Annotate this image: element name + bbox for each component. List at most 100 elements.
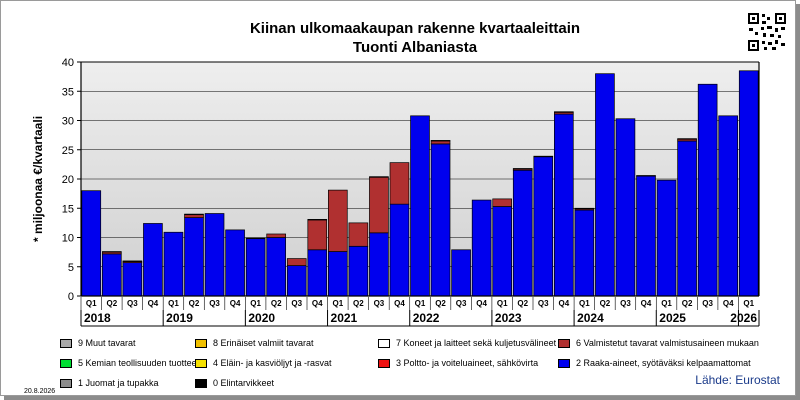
bar-segment (677, 138, 697, 140)
legend-label: 6 Valmistetut tavarat valmistusaineen mu… (576, 338, 759, 348)
legend-label: 4 Eläin- ja kasviöljyt ja -rasvat (213, 358, 332, 368)
source-label: Lähde: Eurostat (695, 373, 780, 387)
legend-swatch (60, 338, 72, 348)
bar-segment (204, 213, 225, 297)
bar-segment (266, 233, 286, 238)
legend-item: 5 Kemian teollisuuden tuotteet (60, 358, 199, 368)
legend-label: 1 Juomat ja tupakka (78, 378, 159, 388)
x-tick-label: Q3 (620, 299, 631, 308)
x-tick-label: Q3 (374, 299, 385, 308)
bar-segment (430, 143, 451, 297)
bar-segment (430, 140, 451, 145)
x-tick-label: Q1 (497, 299, 508, 308)
x-tick-label: Q1 (661, 299, 672, 308)
x-tick-label: Q4 (394, 299, 405, 308)
bar-segment (143, 223, 163, 297)
x-tick-label: Q3 (291, 299, 302, 308)
year-label: 2018 (84, 311, 111, 325)
legend-swatch (558, 338, 570, 348)
bar-segment (369, 232, 389, 297)
x-tick-label: Q1 (415, 299, 426, 308)
x-tick-label: Q2 (517, 299, 528, 308)
bar-segment (533, 155, 554, 158)
bar-segment (492, 198, 512, 207)
year-label: 2024 (577, 311, 604, 325)
bar-segment (245, 238, 266, 297)
legend-item: 8 Erinäiset valmiit tavarat (195, 338, 314, 348)
y-tick-label: 0 (68, 291, 74, 303)
bar-segment (636, 175, 656, 177)
x-tick-label: Q3 (702, 299, 713, 308)
bar-segment (512, 169, 533, 297)
x-tick-label: Q4 (723, 299, 734, 308)
bar-segment (636, 175, 656, 297)
legend-item: 1 Juomat ja tupakka (60, 378, 159, 388)
y-tick-label: 15 (62, 203, 74, 215)
bar-segment (328, 189, 348, 252)
qr-code-icon (747, 12, 787, 52)
legend-swatch (378, 358, 390, 368)
legend-swatch (60, 358, 72, 368)
bar-segment (574, 209, 595, 297)
year-label: 2021 (331, 311, 358, 325)
legend-swatch (378, 338, 390, 348)
legend-label: 5 Kemian teollisuuden tuotteet (78, 358, 200, 368)
bar-segment (738, 70, 759, 297)
bar-segment (225, 229, 245, 297)
bar-segment (348, 245, 369, 297)
chart-subtitle: Tuonti Albaniasta (352, 39, 478, 56)
legend-label: 7 Koneet ja laitteet sekä kuljetusväline… (396, 338, 557, 348)
bar-segment (102, 253, 122, 297)
y-tick-label: 10 (62, 233, 74, 245)
x-tick-label: Q4 (476, 299, 487, 308)
legend-item: 6 Valmistetut tavarat valmistusaineen mu… (558, 338, 759, 348)
bar-segment (697, 83, 718, 297)
legend-item: 0 Elintarvikkeet (195, 378, 274, 388)
legend-label: 8 Erinäiset valmiit tavarat (213, 338, 314, 348)
bar-segment (348, 222, 369, 247)
x-tick-label: Q2 (271, 299, 282, 308)
legend-item: 2 Raaka-aineet, syötäväksi kelpaamattoma… (558, 358, 751, 368)
legend-item: 7 Koneet ja laitteet sekä kuljetusväline… (378, 338, 556, 348)
bar-segment (677, 140, 697, 297)
x-tick-label: Q3 (456, 299, 467, 308)
bar-segment (451, 249, 471, 297)
bar-segment (163, 231, 184, 297)
bar-segment (307, 219, 328, 221)
x-tick-label: Q1 (250, 299, 261, 308)
bar-segment (328, 251, 348, 297)
bar-segment (307, 249, 328, 297)
bar-segment (533, 156, 554, 297)
x-tick-label: Q4 (558, 299, 569, 308)
x-tick-label: Q2 (682, 299, 693, 308)
legend-item: 3 Poltto- ja voiteluaineet, sähkövirta (378, 358, 538, 368)
x-tick-label: Q4 (312, 299, 323, 308)
bar-segment (122, 260, 143, 262)
y-tick-label: 30 (62, 116, 74, 128)
bar-segment (122, 262, 143, 297)
bar-segment (184, 214, 204, 218)
x-tick-label: Q1 (743, 299, 754, 308)
bar-segment (615, 118, 636, 297)
legend-label: 2 Raaka-aineet, syötäväksi kelpaamattoma… (576, 358, 751, 368)
year-label: 2022 (413, 311, 440, 325)
x-tick-label: Q2 (435, 299, 446, 308)
bar-segment (574, 207, 595, 210)
x-tick-label: Q1 (86, 299, 97, 308)
year-label: 2023 (495, 311, 522, 325)
legend-item: 4 Eläin- ja kasviöljyt ja -rasvat (195, 358, 332, 368)
year-label: 2026 (730, 311, 757, 325)
y-tick-label: 35 (62, 86, 74, 98)
y-tick-label: 40 (62, 57, 74, 69)
x-tick-label: Q3 (127, 299, 138, 308)
bar-segment (102, 251, 122, 253)
x-tick-label: Q3 (209, 299, 220, 308)
bar-segment (307, 219, 328, 251)
x-tick-label: Q4 (148, 299, 159, 308)
bar-segment (410, 115, 430, 297)
bar-segment (471, 199, 492, 297)
bar-segment (184, 213, 204, 216)
legend-label: 9 Muut tavarat (78, 338, 136, 348)
x-tick-label: Q2 (106, 299, 117, 308)
